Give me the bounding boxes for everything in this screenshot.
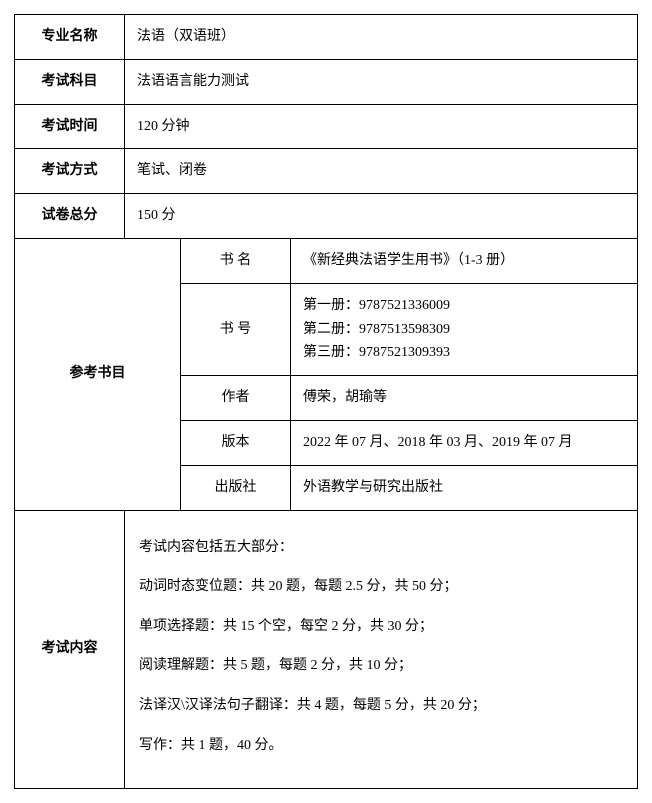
value-subject: 法语语言能力测试	[125, 59, 638, 104]
value-edition: 2022 年 07 月、2018 年 03 月、2019 年 07 月	[291, 420, 638, 465]
label-total: 试卷总分	[15, 194, 125, 239]
label-isbn: 书 号	[181, 283, 291, 375]
content-p4: 法译汉\汉译法句子翻译：共 4 题，每题 5 分，共 20 分；	[139, 689, 623, 723]
isbn-line2: 第二册：9787513598309	[303, 318, 629, 342]
value-content: 考试内容包括五大部分： 动词时态变位题：共 20 题，每题 2.5 分，共 50…	[125, 510, 638, 789]
value-major: 法语（双语班）	[125, 15, 638, 60]
value-total: 150 分	[125, 194, 638, 239]
value-book-name: 《新经典法语学生用书》（1-3 册）	[291, 238, 638, 283]
content-p1: 动词时态变位题：共 20 题，每题 2.5 分，共 50 分；	[139, 570, 623, 604]
content-p5: 写作：共 1 题，40 分。	[139, 729, 623, 763]
label-subject: 考试科目	[15, 59, 125, 104]
label-publisher: 出版社	[181, 465, 291, 510]
label-reference: 参考书目	[15, 238, 181, 510]
row-subject: 考试科目 法语语言能力测试	[15, 59, 638, 104]
value-method: 笔试、闭卷	[125, 149, 638, 194]
isbn-line3: 第三册：9787521309393	[303, 341, 629, 365]
label-duration: 考试时间	[15, 104, 125, 149]
label-major: 专业名称	[15, 15, 125, 60]
exam-info-table: 专业名称 法语（双语班） 考试科目 法语语言能力测试 考试时间 120 分钟 考…	[14, 14, 638, 789]
row-content: 考试内容 考试内容包括五大部分： 动词时态变位题：共 20 题，每题 2.5 分…	[15, 510, 638, 789]
label-content: 考试内容	[15, 510, 125, 789]
label-book-name: 书 名	[181, 238, 291, 283]
content-intro: 考试内容包括五大部分：	[139, 531, 623, 565]
label-method: 考试方式	[15, 149, 125, 194]
row-major: 专业名称 法语（双语班）	[15, 15, 638, 60]
value-publisher: 外语教学与研究出版社	[291, 465, 638, 510]
row-ref-bookname: 参考书目 书 名 《新经典法语学生用书》（1-3 册）	[15, 238, 638, 283]
row-duration: 考试时间 120 分钟	[15, 104, 638, 149]
content-p3: 阅读理解题：共 5 题，每题 2 分，共 10 分；	[139, 649, 623, 683]
value-duration: 120 分钟	[125, 104, 638, 149]
label-edition: 版本	[181, 420, 291, 465]
value-author: 傅荣，胡瑜等	[291, 376, 638, 421]
row-method: 考试方式 笔试、闭卷	[15, 149, 638, 194]
row-total: 试卷总分 150 分	[15, 194, 638, 239]
isbn-line1: 第一册：9787521336009	[303, 294, 629, 318]
label-author: 作者	[181, 376, 291, 421]
value-isbn: 第一册：9787521336009 第二册：9787513598309 第三册：…	[291, 283, 638, 375]
content-p2: 单项选择题：共 15 个空，每空 2 分，共 30 分；	[139, 610, 623, 644]
